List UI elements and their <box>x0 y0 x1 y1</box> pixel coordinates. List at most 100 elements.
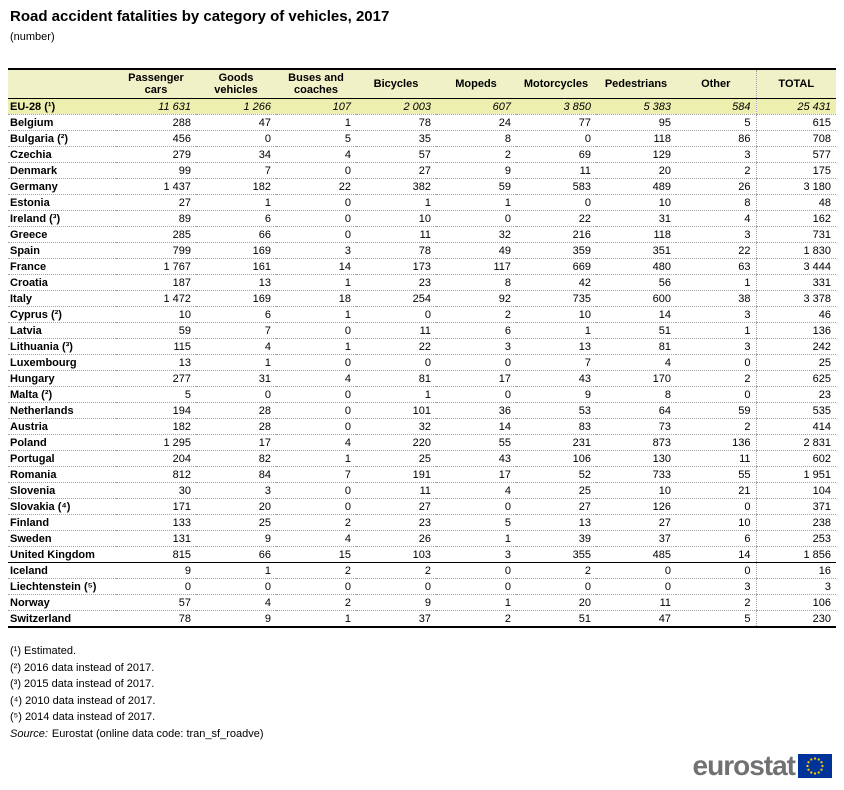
value-cell: 1 <box>516 322 596 339</box>
value-cell: 1 <box>676 322 756 339</box>
value-cell: 175 <box>755 162 836 179</box>
value-cell: 1 <box>436 594 516 611</box>
value-cell: 170 <box>596 370 676 387</box>
value-cell: 1 <box>196 354 276 371</box>
value-cell: 2 <box>676 370 756 387</box>
value-cell: 359 <box>516 242 596 259</box>
value-cell: 1 <box>436 530 516 547</box>
value-cell: 2 <box>676 418 756 435</box>
value-cell: 3 <box>755 578 836 595</box>
value-cell: 57 <box>116 594 196 611</box>
value-cell: 66 <box>196 226 276 243</box>
value-cell: 59 <box>676 402 756 419</box>
value-cell: 10 <box>116 306 196 323</box>
value-cell: 11 <box>356 322 436 339</box>
value-cell: 5 <box>676 114 756 131</box>
value-cell: 708 <box>755 130 836 147</box>
value-cell: 2 <box>276 594 356 611</box>
value-cell: 22 <box>356 338 436 355</box>
value-cell: 9 <box>116 562 196 579</box>
value-cell: 13 <box>516 514 596 531</box>
value-cell: 38 <box>676 290 756 307</box>
value-cell: 0 <box>276 578 356 595</box>
value-cell: 3 <box>676 306 756 323</box>
value-cell: 9 <box>196 610 276 628</box>
value-cell: 10 <box>596 194 676 211</box>
value-cell: 31 <box>196 370 276 387</box>
value-cell: 64 <box>596 402 676 419</box>
value-cell: 230 <box>755 610 836 628</box>
eurostat-logo: eurostat <box>693 752 832 780</box>
value-cell: 194 <box>116 402 196 419</box>
value-cell: 1 266 <box>196 98 276 115</box>
value-cell: 382 <box>356 178 436 195</box>
value-cell: 2 <box>436 610 516 628</box>
row-label: Lithuania (³) <box>8 338 116 355</box>
value-cell: 7 <box>516 354 596 371</box>
table-row: Italy 1 472 169 18 254 92 735 600 38 3 378 <box>8 290 836 307</box>
value-cell: 55 <box>436 434 516 451</box>
value-cell: 26 <box>356 530 436 547</box>
value-cell: 535 <box>755 402 836 419</box>
value-cell: 2 <box>676 594 756 611</box>
value-cell: 5 <box>676 610 756 628</box>
value-cell: 873 <box>596 434 676 451</box>
table-row: Sweden 131 9 4 26 1 39 37 6 253 <box>8 530 836 547</box>
value-cell: 355 <box>516 546 596 563</box>
table-row: Ireland (³) 89 6 0 10 0 22 31 4 162 <box>8 210 836 227</box>
table-row: Liechtenstein (⁵) 0 0 0 0 0 0 0 3 3 <box>8 578 836 595</box>
value-cell: 0 <box>436 562 516 579</box>
page-subtitle: (number) <box>10 31 55 43</box>
value-cell: 3 444 <box>755 258 836 275</box>
value-cell: 92 <box>436 290 516 307</box>
value-cell: 735 <box>516 290 596 307</box>
value-cell: 22 <box>516 210 596 227</box>
value-cell: 47 <box>196 114 276 131</box>
value-cell: 5 <box>116 386 196 403</box>
table-row: Denmark 99 7 0 27 9 11 20 2 175 <box>8 162 836 179</box>
value-cell: 2 <box>516 562 596 579</box>
value-cell: 1 <box>356 194 436 211</box>
footnotes-block: (¹) Estimated. (²) 2016 data instead of … <box>10 643 264 742</box>
value-cell: 48 <box>755 194 836 211</box>
table-row: Greece 285 66 0 11 32 216 118 3 731 <box>8 226 836 243</box>
row-label: Malta (²) <box>8 386 116 403</box>
value-cell: 28 <box>196 402 276 419</box>
footnote: (²) 2016 data instead of 2017. <box>10 661 155 674</box>
value-cell: 77 <box>516 114 596 131</box>
value-cell: 351 <box>596 242 676 259</box>
value-cell: 489 <box>596 178 676 195</box>
value-cell: 89 <box>116 210 196 227</box>
value-cell: 3 <box>436 338 516 355</box>
table-row: Latvia 59 7 0 11 6 1 51 1 136 <box>8 322 836 339</box>
value-cell: 1 <box>356 386 436 403</box>
row-label: Belgium <box>8 114 116 131</box>
value-cell: 0 <box>276 162 356 179</box>
value-cell: 13 <box>196 274 276 291</box>
value-cell: 37 <box>596 530 676 547</box>
value-cell: 23 <box>755 386 836 403</box>
value-cell: 8 <box>436 130 516 147</box>
value-cell: 34 <box>196 146 276 163</box>
table-row: France 1 767 161 14 173 117 669 480 63 3 444 <box>8 258 836 275</box>
value-cell: 32 <box>356 418 436 435</box>
value-cell: 0 <box>276 418 356 435</box>
value-cell: 607 <box>436 98 516 115</box>
value-cell: 204 <box>116 450 196 467</box>
value-cell: 8 <box>436 274 516 291</box>
value-cell: 2 <box>356 562 436 579</box>
row-label: Hungary <box>8 370 116 387</box>
value-cell: 52 <box>516 466 596 483</box>
value-cell: 136 <box>676 434 756 451</box>
value-cell: 14 <box>276 258 356 275</box>
col-header-bicycles: Bicycles <box>356 68 436 99</box>
value-cell: 2 831 <box>755 434 836 451</box>
value-cell: 83 <box>516 418 596 435</box>
value-cell: 55 <box>676 466 756 483</box>
value-cell: 3 <box>676 578 756 595</box>
value-cell: 331 <box>755 274 836 291</box>
table-row: Switzerland 78 9 1 37 2 51 47 5 230 <box>8 610 836 628</box>
table-row: Bulgaria (²) 456 0 5 35 8 0 118 86 708 <box>8 130 836 147</box>
row-label: Austria <box>8 418 116 435</box>
table-row: Estonia 27 1 0 1 1 0 10 8 48 <box>8 194 836 211</box>
